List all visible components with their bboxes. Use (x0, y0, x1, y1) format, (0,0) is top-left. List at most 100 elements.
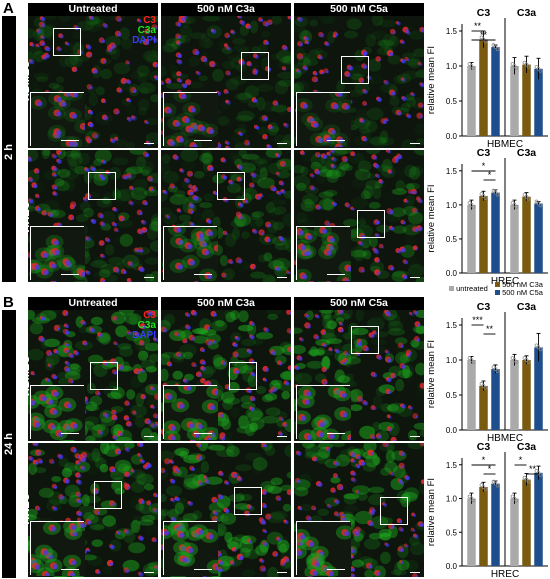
scale-bar (194, 273, 212, 275)
scale-bar (144, 142, 154, 144)
zoom-inset (161, 88, 219, 148)
data-point (495, 47, 500, 51)
bar (510, 498, 519, 566)
bar (479, 487, 488, 566)
scale-bar (277, 571, 287, 573)
y-tick-label: 0.0 (446, 562, 458, 571)
column-header-c3a-a: 500 nM C3a (161, 3, 291, 16)
zoom-region-box (217, 172, 245, 200)
bar (522, 64, 531, 136)
data-point (481, 37, 486, 42)
data-point (512, 203, 517, 207)
group-title: C3 (477, 301, 491, 313)
bar (534, 68, 543, 136)
y-axis-label: relative mean FI (426, 46, 437, 114)
data-point (467, 494, 472, 499)
scale-bar (277, 276, 287, 278)
data-point (512, 496, 517, 501)
channel-label-c3a: C3a (137, 25, 156, 36)
significance-label: *** (472, 315, 483, 325)
column-header-c5a-a: 500 nM C5a (294, 3, 424, 16)
bar (491, 483, 500, 566)
zoom-inset (294, 521, 354, 577)
data-point (510, 356, 515, 360)
column-header-c5a-b: 500 nM C5a (294, 297, 424, 310)
group-title: C3a (517, 441, 536, 453)
bar (467, 204, 476, 273)
y-tick-label: 0.5 (446, 235, 458, 244)
channel-label-c3: C3 (143, 15, 156, 26)
scale-bar (327, 273, 345, 275)
bar (491, 192, 500, 273)
data-point (522, 60, 527, 65)
data-point (479, 192, 484, 196)
microscopy-image (28, 310, 158, 441)
zoom-region-box (341, 56, 369, 84)
data-point (483, 487, 488, 491)
channel-legend-a: C3 C3a DAPI (126, 16, 156, 46)
microscopy-image (161, 443, 291, 577)
y-tick-label: 1.5 (446, 167, 458, 176)
column-header-c3a-b: 500 nM C3a (161, 297, 291, 310)
scale-bar (410, 142, 420, 144)
scale-bar (410, 435, 420, 437)
scale-bar (277, 142, 287, 144)
bar (534, 472, 543, 566)
data-point (469, 203, 474, 207)
scale-bar (327, 139, 345, 141)
zoom-inset (28, 385, 85, 441)
x-axis-label: HBMEC (487, 433, 523, 444)
y-tick-label: 1.5 (446, 27, 458, 36)
scale-bar (61, 432, 79, 434)
scale-bar (61, 273, 79, 275)
channel-label-c3a: C3a (137, 320, 156, 331)
y-tick-label: 0.5 (446, 528, 458, 537)
microscopy-image (294, 150, 424, 282)
data-point (538, 203, 543, 208)
data-point (469, 64, 474, 68)
data-point (524, 358, 529, 362)
scale-bar (194, 432, 212, 434)
y-tick-label: 0.0 (446, 269, 458, 278)
zoom-region-box (90, 362, 118, 390)
data-point (534, 343, 539, 348)
panel-letter-a: A (3, 0, 14, 17)
microscopy-image (28, 150, 158, 282)
bar (491, 47, 500, 136)
zoom-region-box (241, 52, 269, 80)
significance-label: ** (529, 464, 537, 474)
data-point (524, 62, 529, 67)
significance-label: ** (480, 30, 488, 40)
zoom-region-box (234, 487, 262, 515)
data-point (483, 196, 488, 200)
zoom-region-box (380, 497, 408, 525)
data-point (493, 190, 498, 195)
zoom-inset (28, 226, 91, 281)
data-point (479, 35, 484, 40)
y-tick-label: 0.5 (446, 391, 458, 400)
group-title: C3 (477, 441, 491, 453)
zoom-region-box (94, 481, 122, 509)
group-title: C3a (517, 7, 536, 19)
zoom-region-box (351, 326, 379, 354)
legend-untreated: untreated (449, 284, 488, 293)
chart-a-hbmec: 0.0 0.5 1.0 1.5 relative mean FI HBMEC C3 C3a **… (426, 7, 548, 150)
scale-bar (144, 435, 154, 437)
data-point (526, 64, 531, 69)
bar (467, 66, 476, 136)
bar (479, 196, 488, 273)
legend-label-untreated: untreated (456, 284, 488, 293)
y-axis-label: relative mean FI (426, 184, 437, 252)
scale-bar (194, 568, 212, 570)
data-point (467, 201, 472, 205)
data-point (538, 68, 543, 73)
microscopy-image (28, 443, 158, 577)
data-point (514, 66, 519, 70)
data-point (479, 483, 484, 487)
chart-a-hrec: 0.0 0.5 1.0 1.5 relative mean FI HREC C3 C3a ** (426, 147, 548, 287)
legend-c3a: 500 nM C3a (495, 280, 543, 289)
data-point (469, 358, 474, 362)
microscopy-image (294, 310, 424, 441)
significance-label: ** (474, 21, 482, 31)
y-tick-label: 1.0 (446, 495, 458, 504)
